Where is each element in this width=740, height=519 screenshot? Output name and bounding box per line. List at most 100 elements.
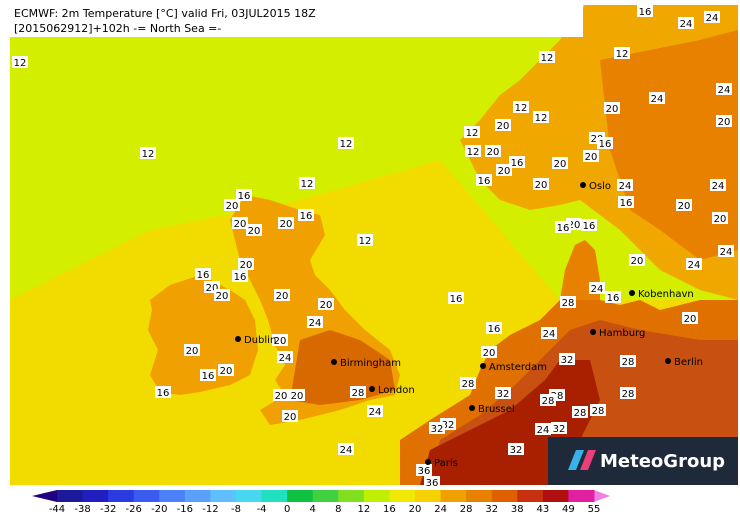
- contour-label-box: [232, 270, 248, 282]
- contour-label: 36: [418, 466, 431, 477]
- contour-label-box: [246, 224, 262, 236]
- colorbar-tick-label: 32: [485, 504, 498, 515]
- contour-label-box: [590, 404, 606, 416]
- contour-label: 20: [585, 152, 598, 163]
- colorbar-segment: [210, 490, 237, 502]
- contour-label-box: [274, 289, 290, 301]
- contour-label-box: [155, 386, 171, 398]
- city-label: Kobenhavn: [638, 289, 694, 300]
- city-dot: [425, 459, 431, 465]
- contour-label-box: [604, 102, 620, 114]
- city-dot: [580, 182, 586, 188]
- contour-label: 20: [240, 260, 253, 271]
- colorbar-tick-label: 24: [434, 504, 447, 515]
- contour-label-box: [200, 369, 216, 381]
- colorbar-segment: [82, 490, 109, 502]
- contour-label: 12: [359, 236, 372, 247]
- contour-label: 32: [561, 355, 574, 366]
- colorbar-segment: [517, 490, 544, 502]
- colorbar-segment: [440, 490, 467, 502]
- colorbar-segment: [491, 490, 518, 502]
- colorbar-segment: [542, 490, 569, 502]
- contour-label-box: [289, 389, 305, 401]
- colorbar-tick-label: 28: [460, 504, 473, 515]
- contour-label-box: [218, 364, 234, 376]
- contour-label: 32: [510, 445, 523, 456]
- contour-label-box: [214, 289, 230, 301]
- colorbar-segment: [568, 490, 595, 502]
- contour-label-box: [273, 389, 289, 401]
- contour-label: 20: [320, 300, 333, 311]
- contour-label-box: [299, 177, 315, 189]
- contour-label: 16: [234, 272, 247, 283]
- contour-label-box: [460, 377, 476, 389]
- contour-label-box: [551, 422, 567, 434]
- contour-label-box: [559, 353, 575, 365]
- contour-label-box: [535, 423, 551, 435]
- contour-label: 16: [238, 191, 251, 202]
- contour-label: 24: [688, 260, 701, 271]
- contour-label: 20: [284, 412, 297, 423]
- contour-label: 24: [680, 19, 693, 30]
- contour-label-box: [232, 217, 248, 229]
- contour-label-box: [716, 115, 732, 127]
- contour-label-box: [620, 355, 636, 367]
- city-label: London: [378, 385, 415, 396]
- city-dot: [469, 405, 475, 411]
- contour-label: 28: [622, 357, 635, 368]
- contour-label: 28: [462, 379, 475, 390]
- city-label: Paris: [434, 458, 458, 469]
- contour-label-box: [429, 422, 445, 434]
- contour-label: 20: [554, 159, 567, 170]
- contour-label: 24: [537, 425, 550, 436]
- colorbar-tick-label: 20: [409, 504, 422, 515]
- header-box: [10, 5, 583, 37]
- contour-label: 24: [720, 247, 733, 258]
- contour-label: 24: [591, 284, 604, 295]
- contour-label: 16: [488, 324, 501, 335]
- contour-label: 28: [592, 406, 605, 417]
- contour-label-box: [682, 312, 698, 324]
- colorbar-tick-label: 55: [588, 504, 601, 515]
- city-label: Oslo: [589, 181, 611, 192]
- colorbar-segment: [159, 490, 186, 502]
- contour-label: 16: [599, 139, 612, 150]
- contour-label: 20: [606, 104, 619, 115]
- contour-label: 16: [197, 270, 210, 281]
- city-dot: [629, 290, 635, 296]
- colorbar-tick-label: 4: [310, 504, 316, 515]
- contour-label-box: [618, 196, 634, 208]
- contour-label: 20: [274, 336, 287, 347]
- contour-label: 12: [541, 53, 554, 64]
- contour-label-box: [357, 234, 373, 246]
- contour-label: 24: [543, 329, 556, 340]
- contour-label: 20: [248, 226, 261, 237]
- contour-label-box: [686, 258, 702, 270]
- contour-label: 20: [487, 147, 500, 158]
- contour-label: 16: [639, 7, 652, 18]
- contour-label: 12: [340, 139, 353, 150]
- contour-label: 24: [651, 94, 664, 105]
- contour-label: 20: [206, 283, 219, 294]
- colorbar-tick-label: 8: [335, 504, 341, 515]
- contour-label: 24: [309, 318, 322, 329]
- contour-label-box: [236, 189, 252, 201]
- city-dot: [331, 359, 337, 365]
- contour-label-box: [710, 179, 726, 191]
- contour-label-box: [481, 346, 497, 358]
- contour-label-box: [617, 179, 633, 191]
- colorbar-segment: [363, 490, 390, 502]
- contour-label-box: [678, 17, 694, 29]
- contour-label-box: [476, 174, 492, 186]
- contour-label-box: [704, 11, 720, 23]
- contour-label-box: [597, 137, 613, 149]
- contour-label-box: [278, 217, 294, 229]
- colorbar-tick-label: -44: [49, 504, 65, 515]
- contour-label-box: [140, 147, 156, 159]
- city-label: Birmingham: [340, 358, 401, 369]
- colorbar-segment: [184, 490, 211, 502]
- colorbar-segment: [133, 490, 160, 502]
- contour-label: 12: [142, 149, 155, 160]
- contour-label: 12: [535, 113, 548, 124]
- contour-label: 12: [467, 147, 480, 158]
